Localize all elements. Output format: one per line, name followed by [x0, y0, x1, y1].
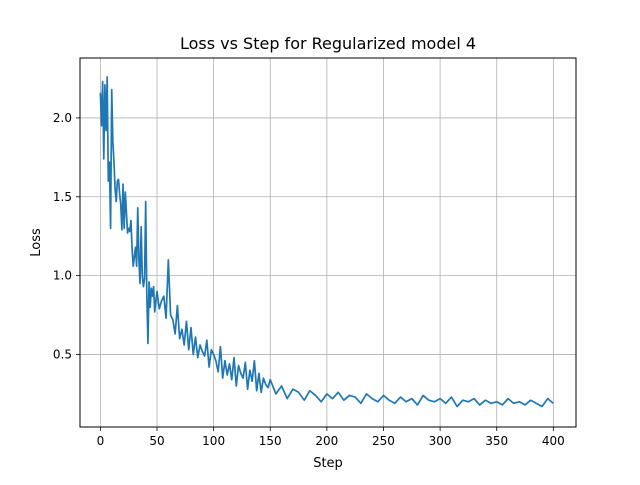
x-tick-label: 300: [429, 434, 452, 448]
grid: [80, 58, 576, 427]
loss-series-line: [99, 76, 554, 408]
x-tick-label: 0: [97, 434, 105, 448]
x-tick-label: 100: [202, 434, 225, 448]
chart-title: Loss vs Step for Regularized model 4: [180, 34, 476, 53]
x-axis-label: Step: [313, 456, 343, 471]
x-tick-label: 350: [485, 434, 508, 448]
x-tick-label: 250: [372, 434, 395, 448]
y-tick-label: 1.0: [53, 269, 72, 283]
y-tick-label: 2.0: [53, 111, 72, 125]
x-tick-label: 150: [259, 434, 282, 448]
plot-area-frame: [79, 57, 577, 428]
x-tick-label: 200: [315, 434, 338, 448]
axis-ticks: 0 50 100 150 200 250 300 350 400 0.5 1.0 1.5 2.0: [53, 111, 565, 448]
series-layer: [99, 76, 554, 408]
x-tick-label: 50: [149, 434, 164, 448]
y-axis-label: Loss: [29, 228, 44, 257]
y-tick-label: 1.5: [53, 190, 72, 204]
x-tick-label: 400: [542, 434, 565, 448]
y-tick-label: 0.5: [53, 347, 72, 361]
